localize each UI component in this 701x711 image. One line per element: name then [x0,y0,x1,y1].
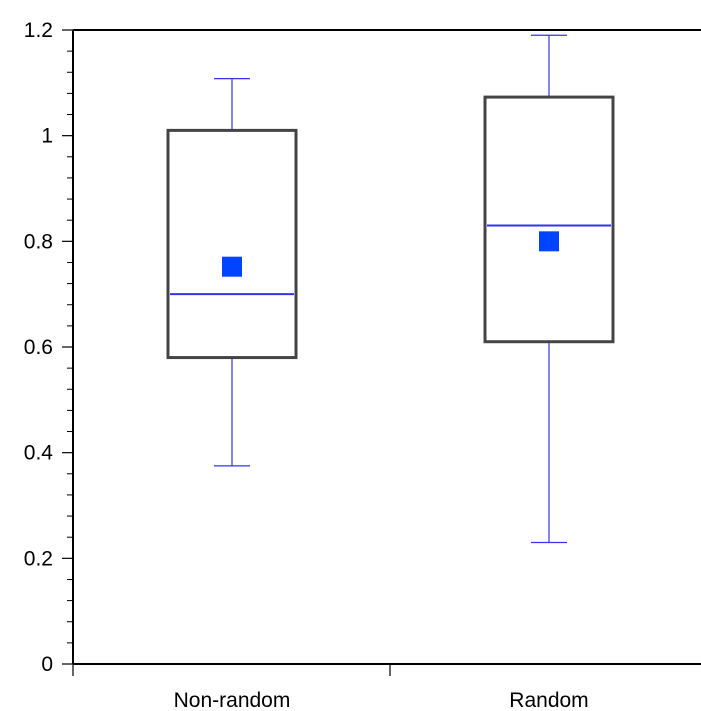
y-tick-label: 1 [41,125,53,148]
mean-marker [539,231,559,252]
box-random [483,34,615,544]
y-tick-label: 0 [41,653,53,676]
y-tick-label: 0.8 [24,230,53,253]
y-tick-label: 0.2 [24,547,53,570]
mean-marker [222,256,242,277]
y-tick-label: 0.4 [24,442,54,465]
x-axis: Non-random Random [72,664,589,711]
y-tick-label: 0.6 [24,336,53,359]
iqr-box [483,95,615,344]
y-tick-label: 1.2 [24,19,53,42]
box-non-random [166,78,298,467]
x-tick-label: Random [509,689,588,711]
y-axis: 0 0.2 0.4 0.6 0.8 1 1.2 [24,19,73,676]
iqr-box [166,128,298,360]
box-series [166,34,615,544]
x-tick-label: Non-random [174,689,291,711]
